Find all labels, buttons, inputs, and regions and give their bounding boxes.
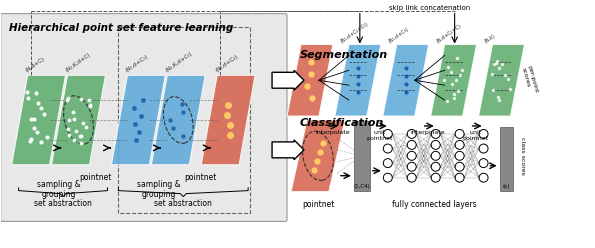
Polygon shape — [151, 75, 205, 165]
Polygon shape — [111, 75, 165, 165]
Polygon shape — [478, 44, 524, 116]
Polygon shape — [287, 44, 333, 116]
Polygon shape — [335, 44, 381, 116]
FancyArrow shape — [272, 70, 304, 90]
Text: (N₁,d+C₂+C₁): (N₁,d+C₂+C₁) — [340, 22, 369, 44]
Text: skip link concatenation: skip link concatenation — [389, 5, 470, 11]
Polygon shape — [431, 44, 477, 116]
Text: (N,d+C₂+C): (N,d+C₂+C) — [436, 24, 462, 44]
Text: (N₁,K,d+C): (N₁,K,d+C) — [64, 52, 92, 73]
Text: Segmentation: Segmentation — [300, 50, 388, 61]
Text: interpolate: interpolate — [411, 130, 445, 135]
Text: (k): (k) — [503, 184, 511, 189]
Text: (N₁,d+C₁): (N₁,d+C₁) — [124, 54, 149, 73]
Polygon shape — [201, 75, 255, 165]
Text: interpolate: interpolate — [315, 130, 350, 135]
Text: sampling &
grouping: sampling & grouping — [136, 180, 180, 199]
Text: pointnet: pointnet — [184, 173, 217, 182]
Text: pointnet: pointnet — [79, 173, 112, 182]
Text: (N₂,d+C₂): (N₂,d+C₂) — [214, 54, 239, 73]
Polygon shape — [52, 75, 105, 165]
Text: per-point
scores: per-point scores — [521, 65, 538, 95]
Text: set abstraction: set abstraction — [34, 199, 92, 208]
Text: Hierarchical point set feature learning: Hierarchical point set feature learning — [9, 23, 233, 32]
Text: set abstraction: set abstraction — [154, 199, 212, 208]
Polygon shape — [291, 120, 345, 192]
Text: sampling &
grouping: sampling & grouping — [37, 180, 80, 199]
Text: (N₁,d+C₃): (N₁,d+C₃) — [388, 27, 410, 44]
FancyArrow shape — [272, 140, 304, 160]
Text: (N₂,K,d+C₁): (N₂,K,d+C₁) — [164, 51, 193, 73]
FancyBboxPatch shape — [1, 14, 287, 221]
Text: (1,C4): (1,C4) — [353, 184, 370, 189]
Text: pointnet: pointnet — [302, 200, 334, 209]
Text: class scores: class scores — [520, 137, 525, 175]
Text: (N,k): (N,k) — [484, 33, 496, 44]
Text: unit
pointnet: unit pointnet — [367, 130, 393, 141]
Polygon shape — [12, 75, 65, 165]
Polygon shape — [383, 44, 428, 116]
Text: (N,d+C): (N,d+C) — [24, 57, 46, 73]
FancyBboxPatch shape — [500, 127, 513, 191]
Text: fully connected layers: fully connected layers — [392, 200, 477, 209]
Text: Classification: Classification — [300, 118, 384, 128]
FancyBboxPatch shape — [354, 121, 370, 191]
Text: unit
poimnet: unit poimnet — [462, 130, 488, 141]
